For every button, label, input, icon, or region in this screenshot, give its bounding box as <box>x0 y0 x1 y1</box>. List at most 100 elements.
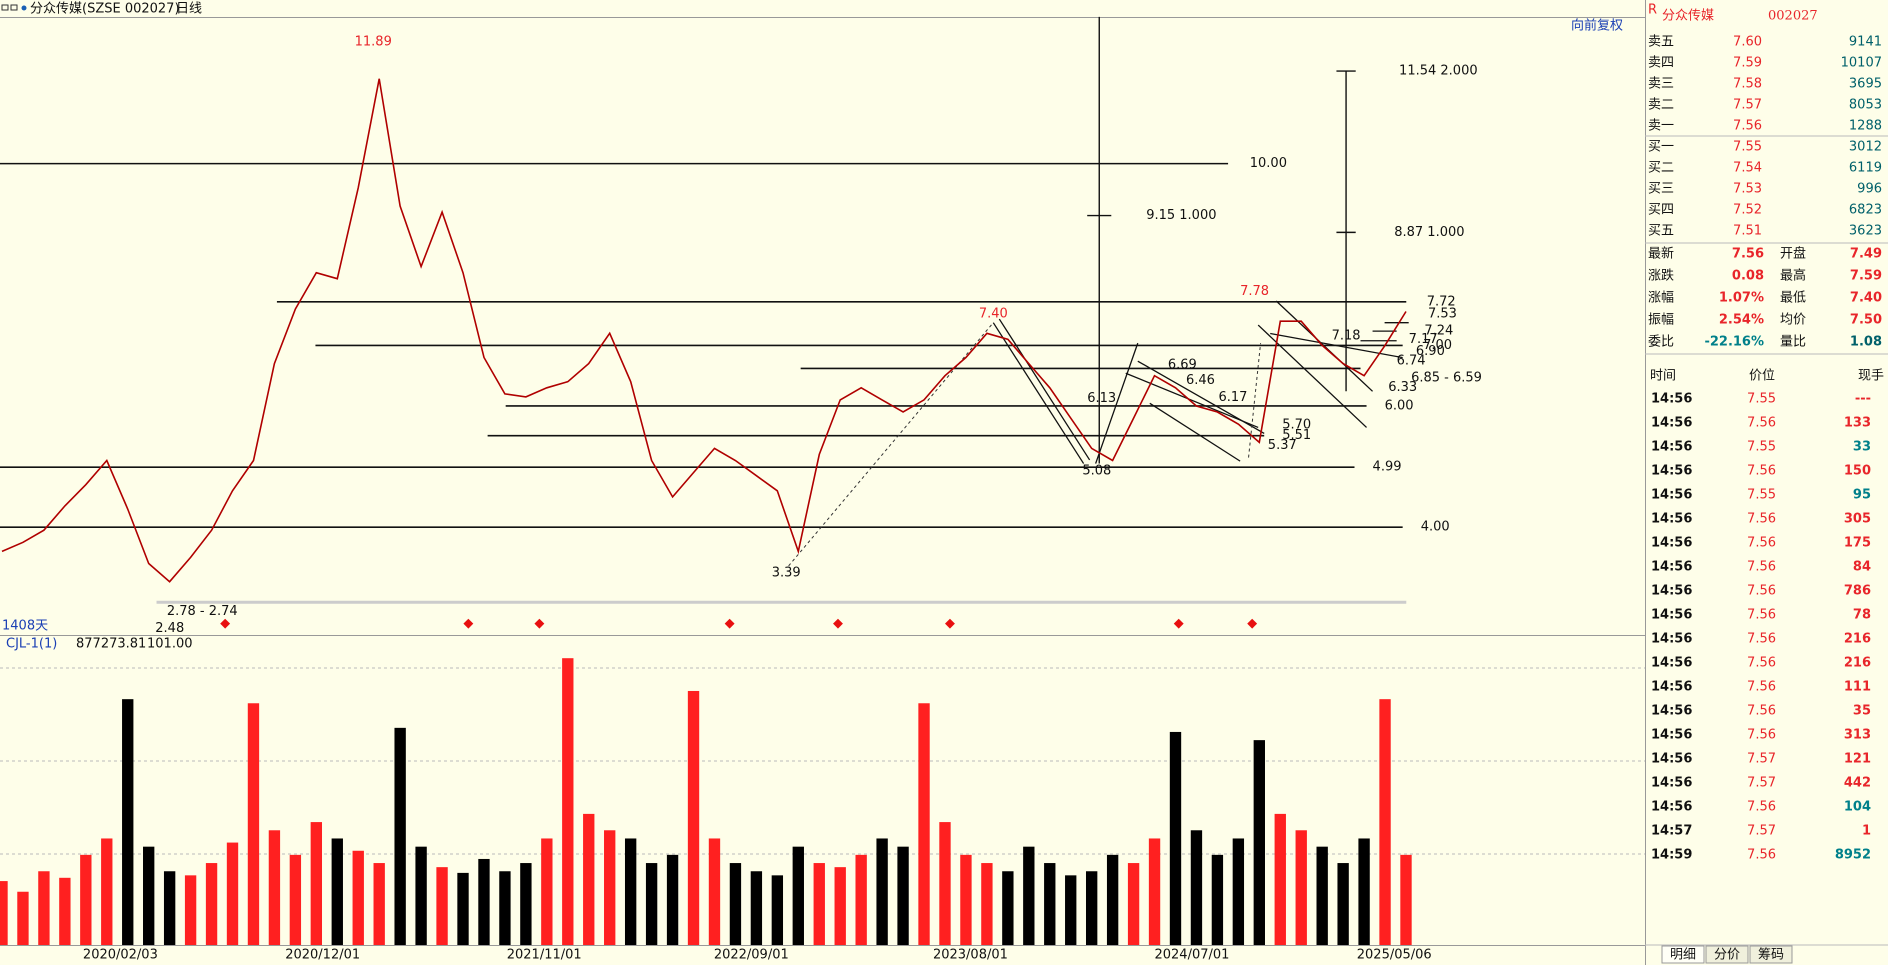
stat-label: 均价 <box>1780 313 1806 328</box>
trade-volume: 1 <box>1862 824 1871 839</box>
book-price: 7.55 <box>1733 140 1762 155</box>
tab[interactable] <box>1705 945 1749 964</box>
trade-volume: 104 <box>1844 800 1871 815</box>
volume-bar <box>1106 854 1119 945</box>
trade-price: 7.55 <box>1747 488 1776 503</box>
icon[interactable] <box>1 4 9 11</box>
trade-volume: 313 <box>1844 728 1871 743</box>
price-annotation: 11.54 2.000 <box>1399 64 1478 79</box>
signal-marker <box>724 618 735 629</box>
trade-price: 7.56 <box>1747 632 1776 647</box>
stat-label: 委比 <box>1648 335 1674 350</box>
symbol: 分众传媒(SZSE 002027) <box>30 2 180 17</box>
volume-bar <box>1379 699 1391 945</box>
volume-bar <box>729 863 742 945</box>
volume-bar <box>583 813 595 945</box>
trade-price: 7.56 <box>1747 536 1776 551</box>
trade-price: 7.56 <box>1747 584 1776 599</box>
volume-bar <box>415 846 427 945</box>
volume-bar <box>1253 740 1265 945</box>
volume-bar <box>1023 846 1035 945</box>
trades-header: 价位 <box>1749 369 1775 384</box>
trade-time: 14:56 <box>1651 560 1692 575</box>
level-label: 4.00 <box>1421 520 1450 535</box>
status-dot <box>21 5 27 11</box>
book-label: 卖四 <box>1648 56 1674 71</box>
trade-volume: 216 <box>1844 632 1871 647</box>
volume-bar <box>352 850 364 945</box>
x-tick-label: 2025/05/06 <box>1357 948 1432 963</box>
trade-time: 14:56 <box>1651 656 1692 671</box>
volume-bar <box>457 872 469 945</box>
trend-line <box>1275 300 1374 392</box>
volume-bar <box>1044 863 1056 945</box>
tab[interactable] <box>1661 945 1705 964</box>
icon[interactable] <box>10 4 18 11</box>
trade-price: 7.56 <box>1747 608 1776 623</box>
book-label: 卖三 <box>1648 77 1674 92</box>
book-volume: 9141 <box>1849 35 1882 50</box>
trade-volume: 150 <box>1844 464 1871 479</box>
trade-price: 7.55 <box>1747 392 1776 407</box>
level-label: 7.00 <box>1423 338 1452 353</box>
book-label: 卖五 <box>1648 35 1674 50</box>
trend-line <box>998 318 1091 461</box>
volume-bar <box>436 867 448 945</box>
volume-bar <box>897 846 909 945</box>
trade-price: 7.55 <box>1747 440 1776 455</box>
trade-time: 14:56 <box>1651 416 1692 431</box>
volume-bar <box>1127 863 1140 945</box>
volume-bar <box>143 846 155 945</box>
trade-time: 14:56 <box>1651 512 1692 527</box>
trade-price: 7.57 <box>1747 752 1776 767</box>
trend-line <box>1270 332 1403 359</box>
trade-volume: 8952 <box>1835 848 1871 863</box>
level-label: 10.00 <box>1250 156 1287 171</box>
trade-volume: 133 <box>1844 416 1871 431</box>
book-price: 7.56 <box>1733 119 1762 134</box>
volume-bar <box>624 838 637 945</box>
trade-volume: 175 <box>1844 536 1871 551</box>
signal-marker <box>220 618 231 629</box>
x-tick-label: 2020/12/01 <box>285 948 360 963</box>
volume-bar <box>541 838 553 945</box>
volume-bar <box>750 871 763 945</box>
price-annotation: 7.18 <box>1332 328 1361 343</box>
adjust-mode[interactable]: 向前复权 <box>1571 18 1623 34</box>
stat-value: 1.08 <box>1850 335 1882 350</box>
volume-bar <box>289 854 302 945</box>
volume-bar <box>876 838 888 945</box>
trade-price: 7.56 <box>1747 800 1776 815</box>
tab[interactable] <box>1749 945 1793 964</box>
volume-bar <box>771 875 784 945</box>
price-annotation: 7.78 <box>1240 284 1269 299</box>
trade-volume: --- <box>1855 392 1871 407</box>
trade-time: 14:56 <box>1651 488 1692 503</box>
price-annotation: 2.78 - 2.74 <box>167 604 238 619</box>
trade-volume: 442 <box>1844 776 1871 791</box>
volume-bar <box>981 863 993 945</box>
trade-time: 14:56 <box>1651 800 1692 815</box>
volume-bar <box>38 871 50 945</box>
indicator-name[interactable]: CJL-1(1) <box>6 637 57 652</box>
x-tick-label: 2020/02/03 <box>83 948 158 963</box>
tab-label[interactable]: 筹码 <box>1758 947 1784 963</box>
price-annotation: 2.48 <box>155 621 184 636</box>
trade-volume: 121 <box>1844 752 1871 767</box>
x-tick-label: 2021/11/01 <box>507 948 582 963</box>
volume-bar <box>310 822 323 945</box>
volume-bar <box>1190 830 1203 945</box>
stat-label: 量比 <box>1780 335 1806 350</box>
volume-bar <box>604 830 616 945</box>
tab-label[interactable]: 分价 <box>1714 948 1740 963</box>
trade-price: 7.56 <box>1747 512 1776 527</box>
volume-bar <box>1002 871 1014 945</box>
volume-bar <box>666 854 679 945</box>
tab-label[interactable]: 明细 <box>1670 948 1696 963</box>
period-select[interactable]: 日线 <box>176 2 202 17</box>
volume-bar <box>1358 838 1370 945</box>
price-annotation: 6.90 <box>1416 344 1445 359</box>
price-annotation: 5.70 <box>1282 418 1311 433</box>
trade-time: 14:56 <box>1651 632 1692 647</box>
